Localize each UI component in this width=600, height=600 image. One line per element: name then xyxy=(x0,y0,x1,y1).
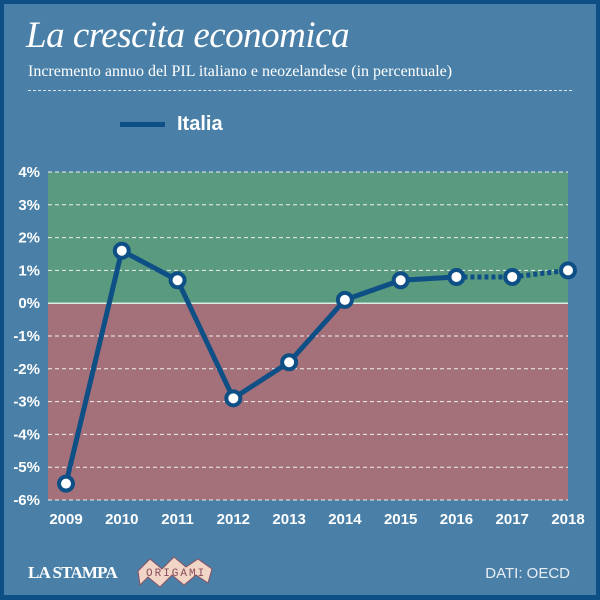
la-stampa-logo: LA STAMPA xyxy=(28,563,118,582)
y-tick-label: -6% xyxy=(13,492,40,509)
series-line-italia xyxy=(63,248,457,485)
x-tick-label: 2010 xyxy=(105,511,138,528)
origami-logo: ORIGAMI xyxy=(137,556,213,588)
x-tick-label: 2012 xyxy=(217,511,250,528)
data-point xyxy=(559,261,577,280)
data-point xyxy=(447,267,466,286)
svg-text:ORIGAMI: ORIGAMI xyxy=(146,568,206,580)
x-tick-label: 2011 xyxy=(161,511,194,528)
data-point xyxy=(280,353,299,372)
legend: Italia xyxy=(120,113,223,136)
x-tick-label: 2018 xyxy=(551,511,584,528)
y-tick-label: -2% xyxy=(13,361,40,378)
data-point xyxy=(335,290,354,309)
y-tick-label: -4% xyxy=(13,426,40,443)
chart-title: La crescita economica xyxy=(26,15,350,56)
x-tick-label: 2009 xyxy=(49,511,82,528)
y-tick-label: 0% xyxy=(18,295,40,312)
data-point xyxy=(503,267,522,286)
data-point xyxy=(57,474,75,493)
series-line-italia-forecast xyxy=(456,267,569,280)
chart-subtitle: Incremento annuo del PIL italiano e neoz… xyxy=(28,63,453,80)
y-tick-label: -3% xyxy=(13,394,40,411)
divider xyxy=(28,90,572,91)
data-point xyxy=(168,271,187,290)
y-tick-label: -5% xyxy=(13,459,40,476)
legend-swatch xyxy=(120,122,165,127)
y-tick-label: 1% xyxy=(18,262,40,279)
data-source: DATI: OECD xyxy=(485,565,570,582)
data-point xyxy=(112,241,131,260)
y-tick-label: 3% xyxy=(18,197,40,214)
x-tick-label: 2016 xyxy=(440,511,473,528)
x-tick-label: 2017 xyxy=(496,511,529,528)
legend-label: Italia xyxy=(177,113,223,135)
x-tick-label: 2013 xyxy=(272,511,305,528)
y-tick-label: 2% xyxy=(18,230,40,247)
y-tick-label: -1% xyxy=(13,328,40,345)
y-tick-label: 4% xyxy=(18,164,40,181)
x-tick-label: 2015 xyxy=(384,511,417,528)
data-point xyxy=(391,271,410,290)
x-tick-label: 2014 xyxy=(328,511,362,528)
data-point xyxy=(224,389,243,408)
